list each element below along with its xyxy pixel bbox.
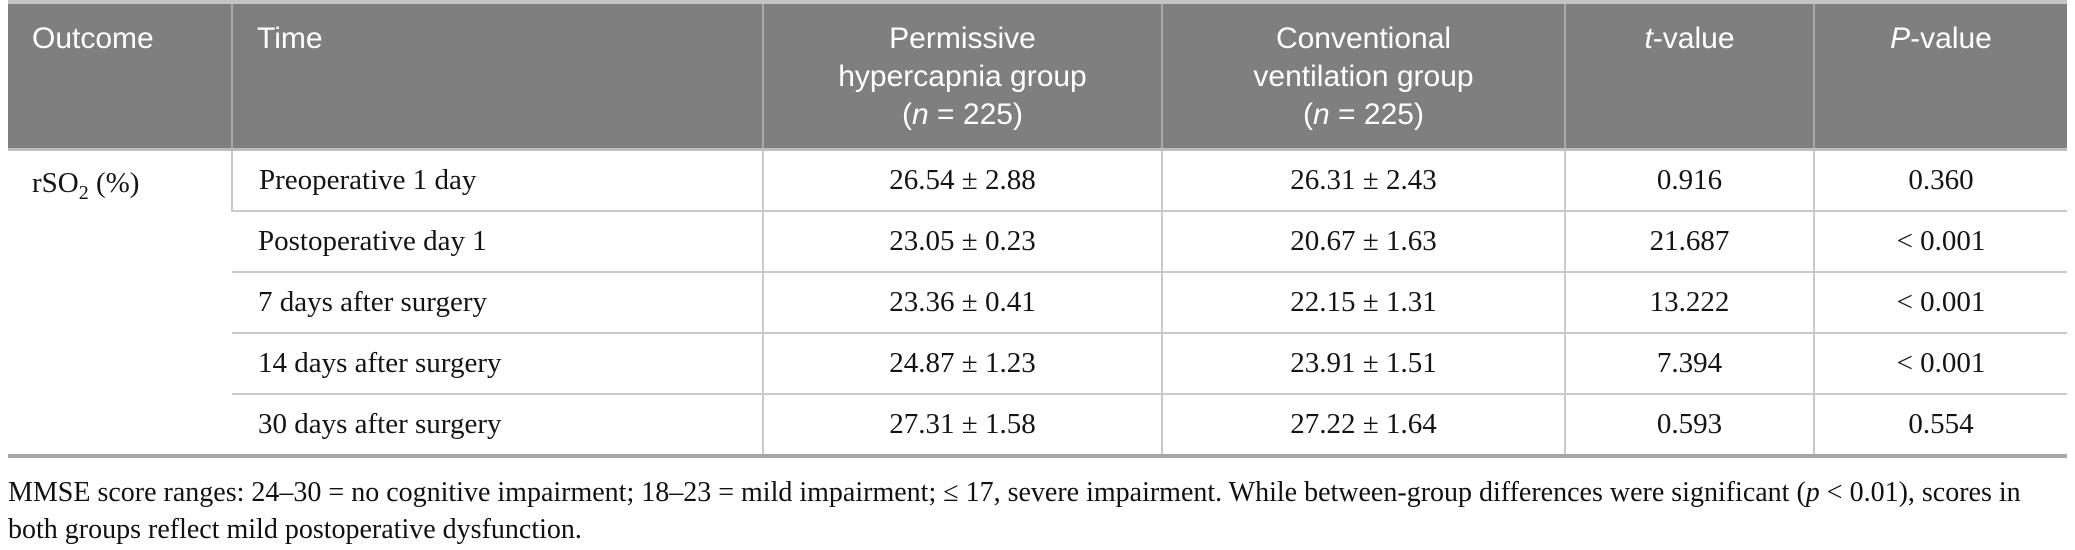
cell-p-value: < 0.001 xyxy=(1813,210,2067,272)
cell-conventional: 27.22 ± 1.64 xyxy=(1161,393,1565,456)
col-header-outcome: Outcome xyxy=(8,2,232,151)
group2-n-symbol: n xyxy=(1313,98,1330,131)
group1-n-rest: = 225) xyxy=(928,98,1023,131)
table-header: Outcome Time Permissive hypercapnia grou… xyxy=(8,2,2067,151)
group1-n-open: ( xyxy=(902,98,913,131)
t-value-italic: t xyxy=(1644,22,1653,55)
col-header-time-label: Time xyxy=(257,22,323,55)
cell-time: 14 days after surgery xyxy=(232,332,763,394)
cell-permissive: 23.05 ± 0.23 xyxy=(762,210,1162,272)
group1-line2: hypercapnia group xyxy=(838,60,1087,93)
cell-t-value: 0.593 xyxy=(1564,393,1814,456)
col-header-time: Time xyxy=(231,2,763,151)
outcome-text: rSO xyxy=(32,167,79,199)
cell-permissive: 23.36 ± 0.41 xyxy=(762,271,1162,333)
table-row: Postoperative day 1 23.05 ± 0.23 20.67 ±… xyxy=(8,210,2067,272)
cell-t-value: 13.222 xyxy=(1564,271,1814,333)
cell-t-value: 0.916 xyxy=(1564,148,1814,211)
cell-time: Preoperative 1 day xyxy=(231,148,763,211)
col-header-permissive-group: Permissive hypercapnia group (n = 225) xyxy=(762,2,1162,151)
cell-p-value: < 0.001 xyxy=(1813,271,2067,333)
cell-t-value: 21.687 xyxy=(1564,210,1814,272)
table-row: 7 days after surgery 23.36 ± 0.41 22.15 … xyxy=(8,271,2067,333)
results-table: Outcome Time Permissive hypercapnia grou… xyxy=(8,0,2067,458)
outcome-subscript: 2 xyxy=(78,181,89,204)
cell-permissive: 26.54 ± 2.88 xyxy=(762,148,1162,211)
outcome-unit: (%) xyxy=(88,167,140,199)
cell-permissive: 27.31 ± 1.58 xyxy=(762,393,1162,456)
header-row: Outcome Time Permissive hypercapnia grou… xyxy=(8,2,2067,151)
col-header-t-value: t-value xyxy=(1564,2,1814,151)
cell-time: 30 days after surgery xyxy=(232,393,763,456)
cell-t-value: 7.394 xyxy=(1564,332,1814,394)
group2-line1: Conventional xyxy=(1275,22,1452,55)
group2-line2: ventilation group xyxy=(1253,60,1474,93)
p-value-rest: -value xyxy=(1910,22,1992,55)
table-row: rSO2 (%) Preoperative 1 day 26.54 ± 2.88… xyxy=(8,148,2067,456)
cell-conventional: 22.15 ± 1.31 xyxy=(1161,271,1565,333)
group1-n-symbol: n xyxy=(912,98,929,131)
group1-n: (n = 225) xyxy=(770,96,1155,134)
group1-line1: Permissive xyxy=(889,22,1036,55)
col-header-outcome-label: Outcome xyxy=(32,22,154,55)
table-row: 14 days after surgery 24.87 ± 1.23 23.91… xyxy=(8,332,2067,394)
footnote-text-1: MMSE score ranges: 24–30 = no cognitive … xyxy=(8,477,1806,508)
t-value-rest: -value xyxy=(1652,22,1735,55)
footnote-text-2: < 0.01), scores in both groups reflect m… xyxy=(8,477,2021,545)
cell-p-value: < 0.001 xyxy=(1813,332,2067,394)
table-row: 30 days after surgery 27.31 ± 1.58 27.22… xyxy=(8,393,2067,456)
col-header-conventional-group: Conventional ventilation group (n = 225) xyxy=(1161,2,1565,151)
p-value-italic: P xyxy=(1890,22,1911,55)
group2-n-open: ( xyxy=(1303,98,1314,131)
table-footnote: MMSE score ranges: 24–30 = no cognitive … xyxy=(8,474,2063,548)
cell-conventional: 23.91 ± 1.51 xyxy=(1161,332,1565,394)
table-body: rSO2 (%) Preoperative 1 day 26.54 ± 2.88… xyxy=(8,148,2067,456)
outcome-cell: rSO2 (%) xyxy=(8,148,232,456)
footnote-p-italic: p xyxy=(1805,477,1820,508)
cell-time: 7 days after surgery xyxy=(232,271,763,333)
cell-conventional: 20.67 ± 1.63 xyxy=(1161,210,1565,272)
cell-p-value: 0.554 xyxy=(1813,393,2067,456)
group2-n-rest: = 225) xyxy=(1329,98,1424,131)
col-header-p-value: P-value xyxy=(1813,2,2067,151)
cell-permissive: 24.87 ± 1.23 xyxy=(762,332,1162,394)
cell-p-value: 0.360 xyxy=(1813,148,2067,211)
cell-time: Postoperative day 1 xyxy=(232,210,763,272)
cell-conventional: 26.31 ± 2.43 xyxy=(1161,148,1565,211)
group2-n: (n = 225) xyxy=(1169,96,1558,134)
